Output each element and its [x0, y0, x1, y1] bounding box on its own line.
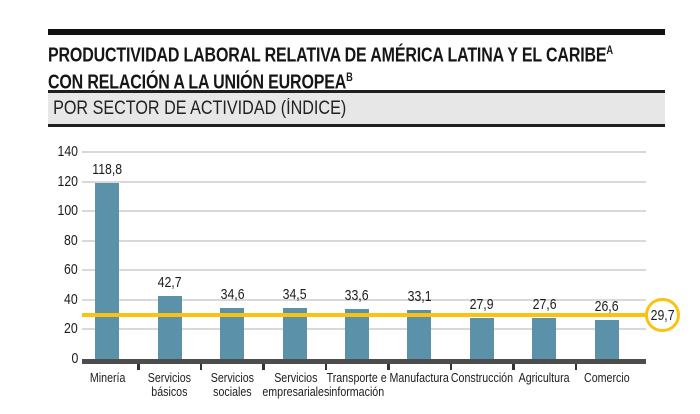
top-rule: [48, 29, 665, 35]
title-text-2: CON RELACIÓN A LA UNIÓN EUROPEA: [48, 71, 347, 94]
x-axis-category-label: Servicios empresariales: [262, 370, 330, 399]
x-axis-category-label: Construcción: [450, 370, 513, 385]
bar-value-label: 42,7: [157, 273, 182, 291]
x-axis-tick: [199, 363, 203, 370]
y-axis-tick-label: 80: [64, 231, 78, 249]
x-axis-category-label: Servicios sociales: [210, 370, 254, 399]
y-axis-tick-label: 0: [71, 350, 78, 367]
x-axis-category-label: Servicios básicos: [148, 370, 192, 399]
bar-value-label: 33,6: [345, 287, 369, 305]
x-axis-tick: [512, 363, 515, 370]
y-axis-tick-label: 140: [57, 143, 78, 160]
footnote-marker-b: B: [346, 70, 353, 84]
bar-miner-a: [95, 183, 120, 359]
x-axis-tick: [324, 363, 328, 370]
chart-subtitle-band: POR SECTOR DE ACTIVIDAD (ÍNDICE): [48, 90, 665, 127]
bar-value-label: 27,6: [532, 296, 557, 314]
x-axis-line: [82, 359, 646, 364]
bar-value-label: 26,6: [594, 297, 619, 315]
gridline: [82, 210, 646, 213]
x-axis-tick: [387, 363, 390, 370]
bar-manufactura: [407, 310, 432, 359]
x-axis-category-label: Comercio: [583, 370, 630, 385]
gridline: [82, 180, 646, 183]
y-axis-tick-label: 20: [64, 320, 78, 338]
gridline: [82, 151, 646, 153]
x-axis-category-label: Transporte e información: [326, 370, 388, 399]
title-text-1: PRODUCTIVIDAD LABORAL RELATIVA DE AMÉRIC…: [48, 44, 607, 67]
bar-servicios-b-sicos: [157, 295, 182, 359]
gridline: [82, 239, 646, 242]
x-axis-tick: [574, 363, 578, 370]
x-axis-category-label: Agricultura: [518, 370, 570, 385]
y-axis-tick-label: 100: [57, 202, 78, 220]
reference-value-badge: 29,7: [645, 297, 680, 333]
x-axis-category-label: Manufactura: [389, 370, 450, 385]
gridline: [82, 269, 646, 272]
bar-comercio: [594, 319, 619, 359]
x-axis-tick: [262, 363, 265, 370]
x-axis-tick: [449, 363, 453, 370]
chart-title-line-2: CON RELACIÓN A LA UNIÓN EUROPEAB: [48, 67, 700, 94]
chart-title: PRODUCTIVIDAD LABORAL RELATIVA DE AMÉRIC…: [48, 40, 700, 93]
bar-value-label: 34,6: [220, 285, 245, 303]
x-axis-category-label: Minería: [89, 370, 125, 385]
y-axis-tick-label: 40: [64, 290, 78, 308]
y-axis-tick-label: 120: [57, 172, 78, 190]
chart-title-line-1: PRODUCTIVIDAD LABORAL RELATIVA DE AMÉRIC…: [48, 40, 700, 67]
x-axis-tick: [137, 363, 140, 370]
y-axis-tick-label: 60: [64, 261, 78, 279]
footnote-marker-a: A: [606, 44, 614, 57]
gridline: [82, 298, 646, 301]
reference-value-text: 29,7: [650, 306, 675, 324]
reference-line: [82, 313, 647, 317]
bar-agricultura: [532, 318, 557, 359]
chart-subtitle: POR SECTOR DE ACTIVIDAD (ÍNDICE): [53, 97, 347, 119]
bar-value-label: 27,9: [469, 295, 494, 313]
bar-transporte-e-informaci-n: [345, 309, 369, 359]
bar-value-label: 34,5: [282, 285, 307, 303]
bar-value-label: 118,8: [92, 161, 123, 179]
bar-construcci-n: [469, 317, 494, 359]
bar-value-label: 33,1: [407, 288, 432, 306]
